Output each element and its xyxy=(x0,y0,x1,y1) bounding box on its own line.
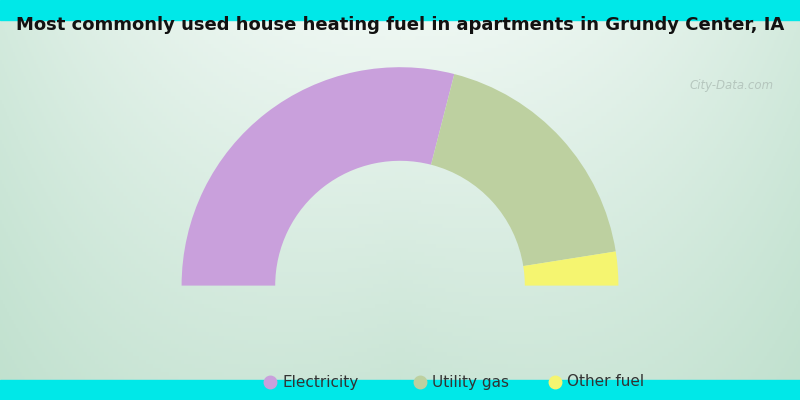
Wedge shape xyxy=(431,74,616,266)
Bar xyxy=(0,380,800,400)
Text: Electricity: Electricity xyxy=(282,374,358,390)
Text: Other fuel: Other fuel xyxy=(567,374,644,390)
Text: Utility gas: Utility gas xyxy=(432,374,509,390)
Wedge shape xyxy=(523,252,618,286)
Text: City-Data.com: City-Data.com xyxy=(690,78,774,92)
Bar xyxy=(0,0,800,20)
Wedge shape xyxy=(182,67,454,286)
Text: Most commonly used house heating fuel in apartments in Grundy Center, IA: Most commonly used house heating fuel in… xyxy=(16,16,784,34)
